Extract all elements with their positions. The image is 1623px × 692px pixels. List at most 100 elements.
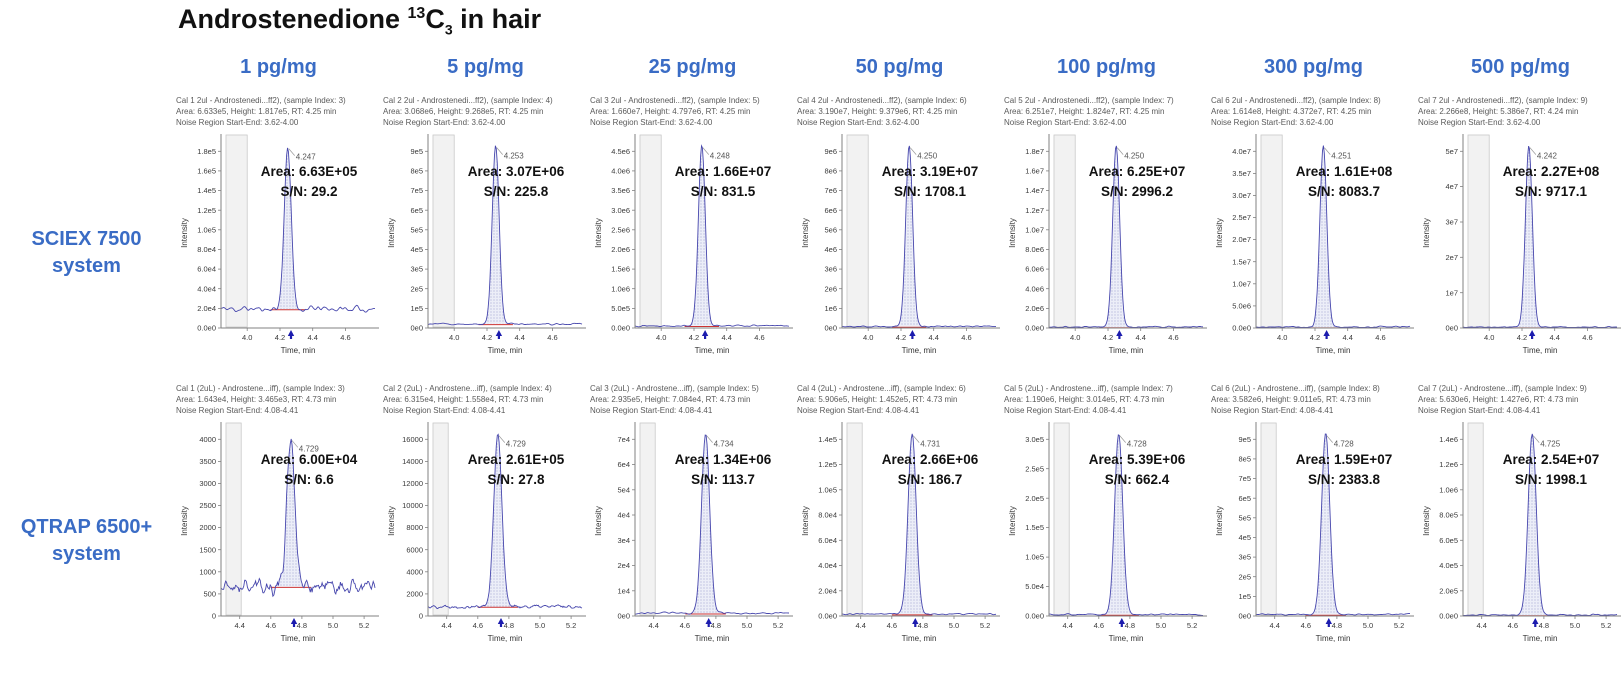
y-tick-label: 0e0	[617, 612, 630, 621]
metadata-line: Area: 6.633e5, Height: 1.817e5, RT: 4.25…	[176, 106, 337, 116]
x-tick-label: 5.2	[1601, 621, 1611, 630]
metadata-line: Cal 3 (2uL) - Androstene...iff), (sample…	[590, 384, 759, 393]
y-axis-label: Intensity	[1008, 218, 1017, 248]
noise-region-shading	[846, 422, 863, 616]
metadata-line: Noise Region Start-End: 4.08-4.41	[176, 405, 299, 415]
noise-region-shading	[846, 134, 869, 328]
y-tick-label: 0e0	[824, 324, 837, 333]
metadata-line: Cal 3 2ul - Androstenedi...ff2), (sample…	[590, 96, 760, 105]
y-tick-label: 1.4e6	[1439, 435, 1458, 444]
x-tick-label: 4.2	[1310, 333, 1320, 342]
y-tick-label: 4.0e6	[611, 167, 630, 176]
peak-rt-label: 4.251	[1331, 152, 1352, 161]
area-annotation: Area: 2.27E+08	[1503, 164, 1600, 179]
peak-rt-label: 4.731	[920, 440, 941, 449]
y-tick-label: 4e5	[1238, 533, 1251, 542]
x-tick-label: 4.4	[1269, 621, 1279, 630]
area-annotation: Area: 3.19E+07	[882, 164, 978, 179]
y-tick-label: 2000	[406, 590, 423, 599]
noise-region-shading	[1053, 422, 1070, 616]
system-name: QTRAP 6500+	[20, 516, 153, 538]
y-tick-label: 0.0e0	[1439, 612, 1458, 621]
x-axis-label: Time, min	[281, 346, 316, 355]
peak-rt-label: 4.729	[299, 444, 320, 453]
y-tick-label: 1e4	[617, 586, 630, 595]
peak-label-leader	[912, 435, 920, 443]
y-tick-label: 0.0e0	[1025, 612, 1044, 621]
y-tick-label: 6000	[406, 545, 423, 554]
metadata-line: Area: 6.251e7, Height: 1.824e7, RT: 4.25…	[1004, 106, 1165, 116]
y-tick-label: 4.0e4	[818, 561, 837, 570]
chromatogram-trace	[1255, 433, 1411, 616]
x-tick-label: 4.0	[656, 333, 666, 342]
rt-marker-stem	[289, 335, 293, 339]
y-tick-label: 8000	[406, 523, 423, 532]
x-tick-label: 4.2	[896, 333, 906, 342]
x-tick-label: 5.2	[359, 621, 369, 630]
y-tick-label: 7e5	[1238, 474, 1251, 483]
x-tick-label: 5.2	[1394, 621, 1404, 630]
y-axis-label: Intensity	[1008, 506, 1017, 536]
y-tick-label: 4e4	[617, 511, 630, 520]
chromatogram-trace	[427, 145, 583, 326]
y-tick-label: 1.2e5	[818, 460, 837, 469]
y-axis-label: Intensity	[180, 506, 189, 536]
rt-marker-stem	[499, 623, 503, 627]
chromatogram-panel-sciex-7500-300-pg-mg: Cal 6 2ul - Androstenedi...ff2), (sample…	[1210, 96, 1417, 367]
x-tick-label: 4.0	[242, 333, 252, 342]
y-tick-label: 2e5	[410, 284, 423, 293]
panel-metadata: Cal 5 (2uL) - Androstene...iff), (sample…	[1003, 384, 1210, 419]
peak-label-leader	[496, 147, 503, 155]
y-tick-label: 1e7	[1445, 288, 1458, 297]
concentration-label: 50 pg/mg	[855, 56, 944, 78]
x-tick-label: 4.6	[266, 621, 276, 630]
x-axis-label: Time, min	[902, 634, 937, 643]
sn-annotation: S/N: 9717.1	[1515, 184, 1588, 199]
system-name-line2: system	[52, 255, 121, 277]
metadata-line: Noise Region Start-End: 4.08-4.41	[383, 405, 506, 415]
y-tick-label: 2.5e7	[1232, 213, 1251, 222]
y-tick-label: 4e6	[824, 245, 837, 254]
metadata-line: Area: 6.315e4, Height: 1.558e4, RT: 4.73…	[383, 394, 544, 404]
sn-annotation: S/N: 1998.1	[1515, 472, 1588, 487]
noise-region-shading	[225, 422, 242, 616]
peak-rt-label: 4.242	[1537, 152, 1558, 161]
chromatogram-plot: 0 2000 4000 6000 8000 10000 12000 14000 16000 4.4…	[387, 422, 586, 643]
panel-metadata: Cal 3 2ul - Androstenedi...ff2), (sample…	[589, 96, 796, 131]
rt-marker-arrow-icon	[1116, 330, 1123, 336]
peak-fill	[479, 145, 513, 325]
sn-annotation: S/N: 831.5	[691, 184, 756, 199]
x-tick-label: 4.6	[1508, 621, 1518, 630]
metadata-line: Cal 2 (2uL) - Androstene...iff), (sample…	[383, 384, 552, 393]
x-tick-label: 4.6	[1301, 621, 1311, 630]
x-tick-label: 4.0	[1484, 333, 1494, 342]
rt-marker-arrow-icon	[705, 618, 712, 624]
chromatogram-panel-sciex-7500-25-pg-mg: Cal 3 2ul - Androstenedi...ff2), (sample…	[589, 96, 796, 367]
metadata-line: Area: 1.614e8, Height: 4.372e7, RT: 4.25…	[1211, 106, 1372, 116]
sn-annotation: S/N: 225.8	[484, 184, 549, 199]
sn-annotation: S/N: 662.4	[1105, 472, 1170, 487]
x-tick-label: 4.4	[1342, 333, 1352, 342]
peak-label-leader	[291, 440, 299, 448]
x-tick-label: 4.0	[1070, 333, 1080, 342]
noise-region-shading	[639, 134, 662, 328]
sn-annotation: S/N: 27.8	[487, 472, 545, 487]
area-annotation: Area: 1.61E+08	[1296, 164, 1393, 179]
x-axis-label: Time, min	[1523, 346, 1558, 355]
y-tick-label: 8e6	[824, 167, 837, 176]
rt-marker-arrow-icon	[1118, 618, 1125, 624]
title-isotope-superscript: 13	[407, 5, 426, 22]
x-tick-label: 4.4	[1062, 621, 1072, 630]
metadata-line: Cal 5 2ul - Androstenedi...ff2), (sample…	[1004, 96, 1174, 105]
metadata-line: Noise Region Start-End: 4.08-4.41	[1418, 405, 1541, 415]
y-tick-label: 0e0	[1238, 612, 1251, 621]
y-tick-label: 0e0	[410, 324, 423, 333]
area-annotation: Area: 2.54E+07	[1503, 452, 1599, 467]
metadata-line: Cal 5 (2uL) - Androstene...iff), (sample…	[1004, 384, 1173, 393]
chromatogram-panel-qtrap-6500--300-pg-mg: Cal 6 (2uL) - Androstene...iff), (sample…	[1210, 384, 1417, 655]
sn-annotation: S/N: 186.7	[898, 472, 963, 487]
metadata-line: Area: 1.190e6, Height: 3.014e5, RT: 4.73…	[1004, 394, 1165, 404]
y-tick-label: 12000	[402, 479, 423, 488]
y-tick-label: 8.0e4	[818, 511, 837, 520]
y-tick-label: 5e5	[1238, 513, 1251, 522]
